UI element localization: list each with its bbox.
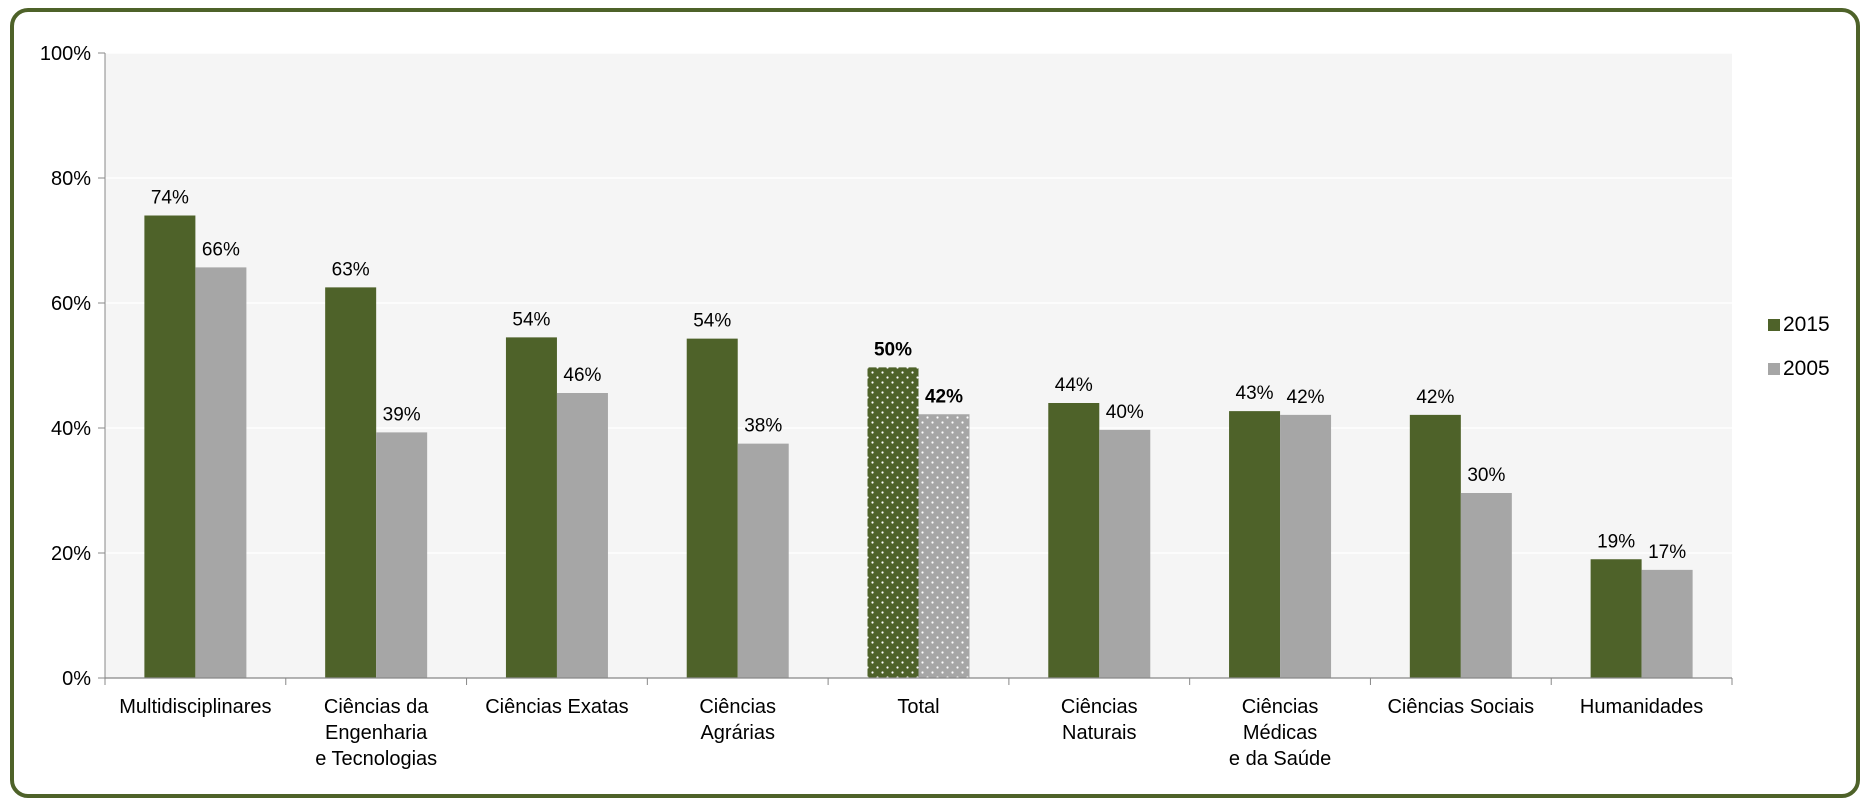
legend-swatch-2005 (1768, 363, 1780, 375)
data-label-2005-4: 42% (925, 386, 963, 407)
bar-2005-4 (918, 414, 970, 678)
category-label-line: Ciências (699, 696, 776, 718)
data-label-2005-6: 42% (1287, 387, 1325, 408)
category-label: Ciências Exatas (485, 696, 628, 718)
data-label-2005-5: 40% (1106, 402, 1144, 423)
data-label-2005-0: 66% (202, 239, 240, 260)
bar-2015-6 (1229, 411, 1281, 678)
category-label-line: Humanidades (1580, 696, 1703, 718)
legend-label-2015: 2015 (1783, 313, 1830, 336)
bar-2005-7 (1460, 493, 1512, 678)
y-tick-label: 20% (51, 543, 91, 565)
y-tick-label: 100% (40, 43, 91, 65)
category-label: Multidisciplinares (119, 696, 271, 718)
bar-2015-4 (867, 367, 919, 678)
bar-2005-3 (737, 443, 789, 678)
category-label-line: e Tecnologias (315, 748, 437, 770)
data-label-2005-3: 38% (744, 416, 782, 437)
category-label-line: Naturais (1062, 722, 1136, 744)
legend-label-2005: 2005 (1783, 357, 1830, 380)
data-label-2015-7: 42% (1416, 387, 1454, 408)
data-label-2015-2: 54% (512, 309, 550, 330)
data-label-2005-8: 17% (1648, 542, 1686, 563)
category-label: Ciências Sociais (1387, 696, 1534, 718)
bar-2015-1 (325, 287, 377, 678)
data-label-2015-4: 50% (874, 339, 912, 360)
category-label-line: Total (897, 696, 939, 718)
category-label: Total (897, 696, 939, 718)
category-label: Humanidades (1580, 696, 1703, 718)
y-tick-label: 40% (51, 418, 91, 440)
category-label-line: Ciências (1061, 696, 1138, 718)
category-label: Ciências Agrárias (699, 696, 776, 744)
category-label-line: Ciências Exatas (485, 696, 628, 718)
bar-2005-0 (195, 267, 247, 678)
bar-2005-6 (1280, 414, 1332, 678)
category-label-line: Ciências da (324, 696, 429, 718)
data-label-2015-5: 44% (1055, 375, 1093, 396)
data-label-2015-1: 63% (332, 259, 370, 280)
y-tick-label: 60% (51, 293, 91, 315)
bar-2015-7 (1409, 414, 1461, 678)
data-label-2015-3: 54% (693, 311, 731, 332)
bar-2005-2 (556, 393, 608, 678)
category-label: Ciências da Engenharia e Tecnologias (315, 696, 437, 770)
bar-2005-8 (1641, 569, 1693, 678)
data-label-2015-0: 74% (151, 188, 189, 209)
category-label-line: e da Saúde (1229, 748, 1331, 770)
bar-2015-5 (1048, 403, 1100, 678)
data-label-2005-7: 30% (1467, 465, 1505, 486)
data-label-2005-1: 39% (383, 404, 421, 425)
category-label-line: Médicas (1243, 722, 1317, 744)
category-label-line: Ciências Sociais (1387, 696, 1534, 718)
category-label-line: Agrárias (700, 722, 774, 744)
bar-2015-3 (686, 338, 738, 678)
category-label-line: Multidisciplinares (119, 696, 271, 718)
bar-2015-0 (144, 215, 196, 678)
legend-swatch-2015 (1768, 319, 1780, 331)
bar-2015-2 (505, 337, 557, 678)
y-tick-label: 80% (51, 168, 91, 190)
data-label-2015-8: 19% (1597, 531, 1635, 552)
category-label: Ciências Naturais (1061, 696, 1138, 744)
bar-2015-8 (1590, 559, 1642, 678)
category-label-line: Ciências (1242, 696, 1319, 718)
bar-2005-1 (376, 432, 428, 678)
bar-2005-5 (1099, 429, 1151, 678)
category-label: Ciências Médicas e da Saúde (1229, 696, 1331, 770)
data-label-2015-6: 43% (1236, 383, 1274, 404)
y-tick-label: 0% (62, 668, 91, 690)
category-label-line: Engenharia (325, 722, 428, 744)
data-label-2005-2: 46% (563, 365, 601, 386)
